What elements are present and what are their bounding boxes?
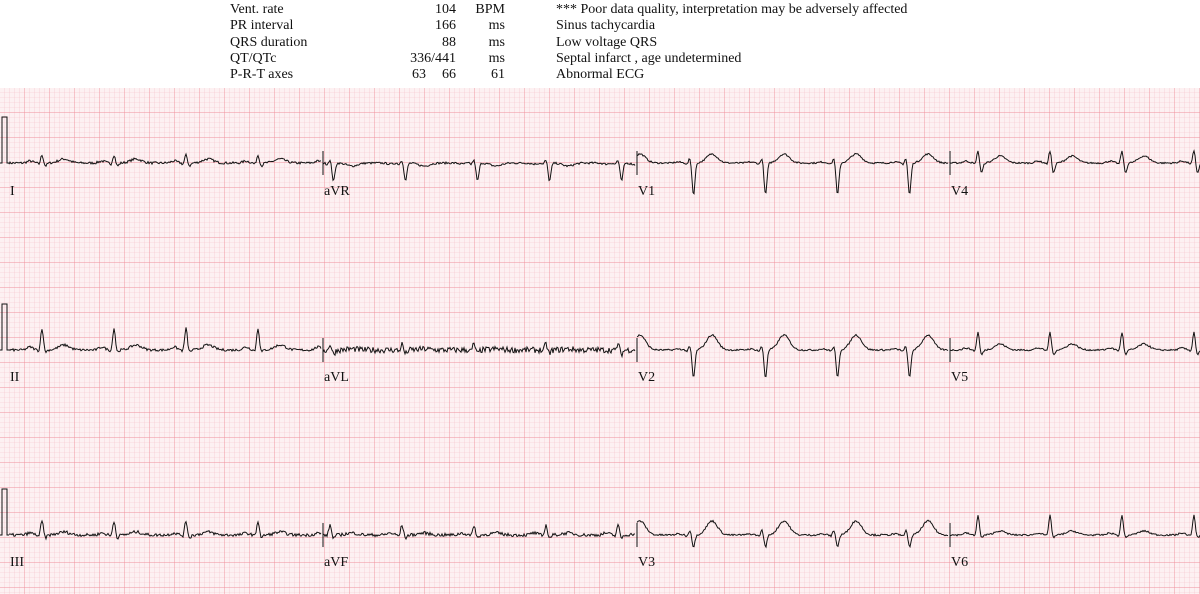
lead-label: II <box>10 370 20 385</box>
measure-value: 336/441 <box>410 51 456 66</box>
measure-label: Vent. rate <box>230 2 284 17</box>
lead-trace <box>8 519 322 541</box>
measure-label: QRS duration <box>230 35 307 50</box>
lead-label: aVR <box>324 184 350 199</box>
lead-label: V2 <box>638 370 655 385</box>
measure-label: PR interval <box>230 18 293 33</box>
header: Vent. rate 104 BPM PR interval 166 ms QRS dura… <box>230 2 907 82</box>
interpretation-line: Sinus tachycardia <box>556 18 656 33</box>
calibration-pulse <box>0 116 9 164</box>
measure-unit: BPM <box>475 2 505 17</box>
lead-label: V3 <box>638 555 655 570</box>
lead-label: V4 <box>951 184 968 199</box>
measure-value: 104 <box>435 2 456 17</box>
axis-value: 61 <box>491 67 505 82</box>
grid <box>0 88 1200 594</box>
lead-trace <box>636 333 949 378</box>
lead-trace <box>8 327 322 354</box>
measure-label: P-R-T axes <box>230 67 293 82</box>
traces <box>0 116 1200 549</box>
lead-label: V6 <box>951 555 968 570</box>
lead-label: aVL <box>324 370 349 385</box>
lead-trace <box>322 523 635 541</box>
lead-trace <box>949 149 1200 174</box>
lead-label: V5 <box>951 370 968 385</box>
lead-trace <box>322 158 636 182</box>
lead-label: V1 <box>638 184 655 199</box>
measure-label: QT/QTc <box>230 51 276 66</box>
lead-label: aVF <box>324 555 348 570</box>
lead-trace <box>636 519 949 549</box>
interpretation-line: Low voltage QRS <box>556 35 657 50</box>
interpretation-line: *** Poor data quality, interpretation ma… <box>556 2 907 17</box>
measure-unit: ms <box>489 35 505 50</box>
axis-value: 63 <box>412 67 426 82</box>
measure-unit: ms <box>489 18 505 33</box>
lead-label: I <box>10 184 15 199</box>
lead-trace <box>949 514 1200 539</box>
measure-value: 166 <box>435 18 456 33</box>
calibration-pulse <box>0 488 9 536</box>
lead-trace <box>636 152 949 195</box>
lead-trace <box>949 331 1200 356</box>
axis-value: 66 <box>442 67 456 82</box>
measure-value: 88 <box>442 35 456 50</box>
lead-trace <box>8 152 322 168</box>
lead-label: III <box>10 555 24 570</box>
lead-trace <box>322 341 636 359</box>
interpretation-line: Septal infarct , age undetermined <box>556 51 741 66</box>
interpretation-line: Abnormal ECG <box>556 67 644 82</box>
calibration-pulse <box>0 303 9 351</box>
measure-unit: ms <box>489 51 505 66</box>
